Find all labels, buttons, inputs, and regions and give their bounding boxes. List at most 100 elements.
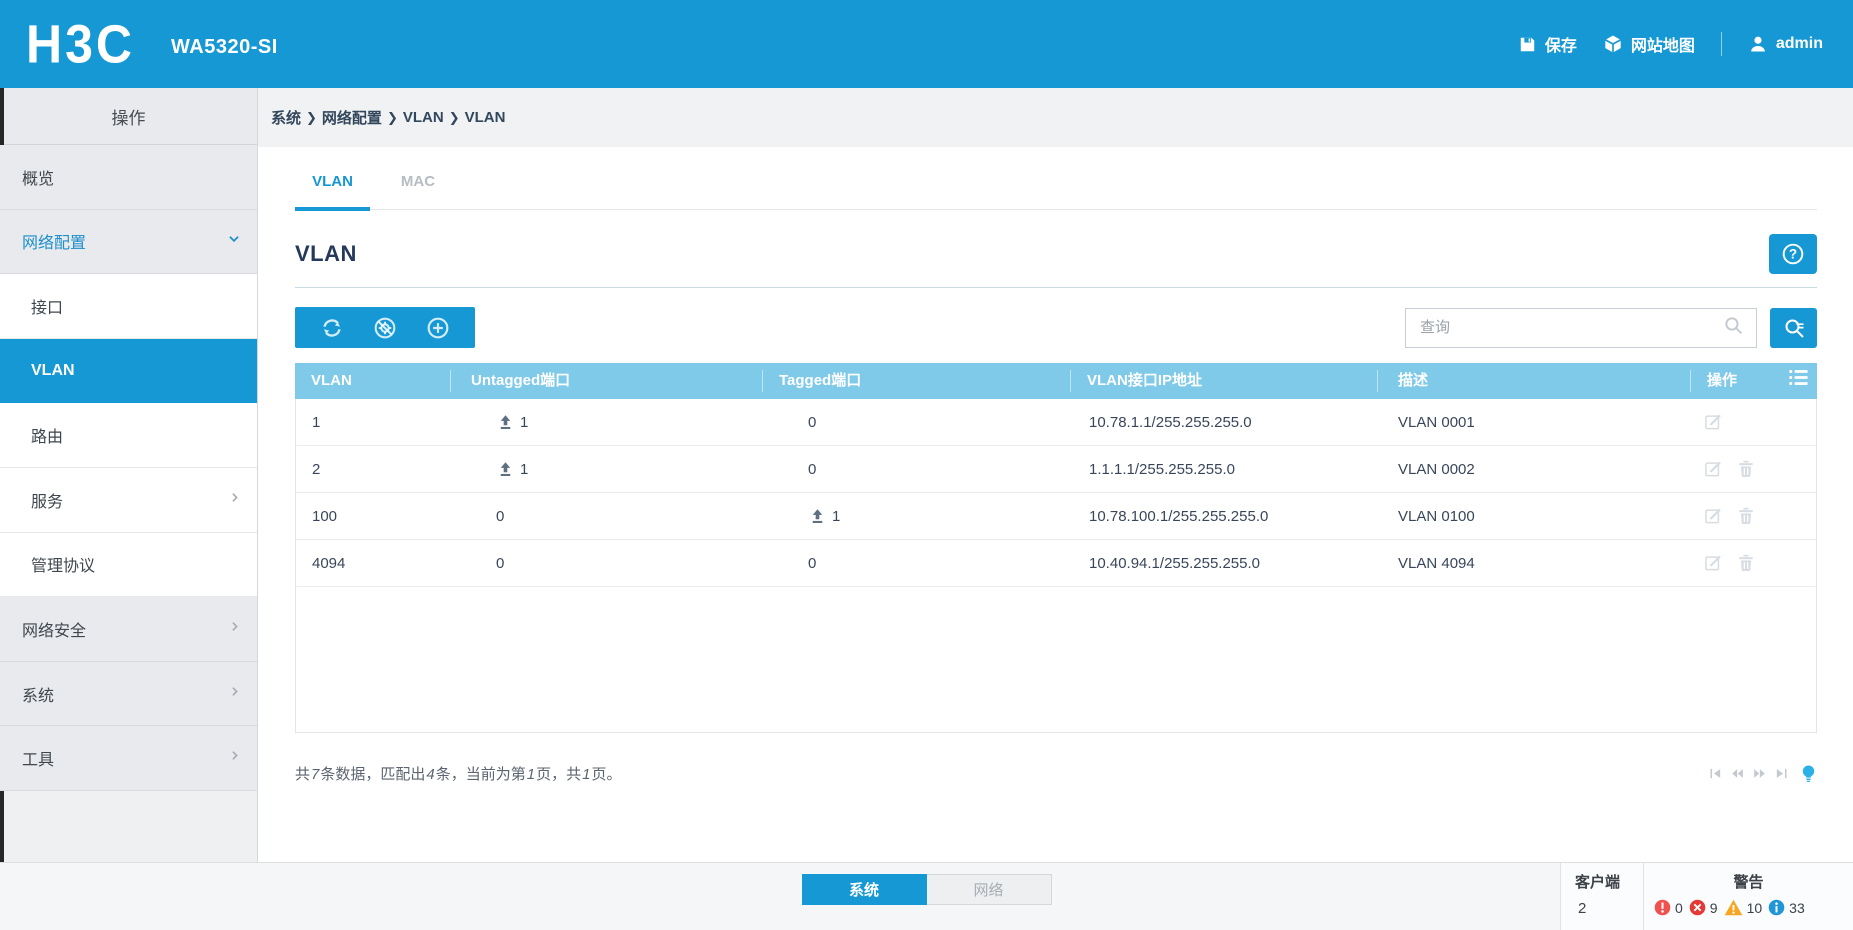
- warning-section[interactable]: 警告 0 9 10 33: [1644, 863, 1853, 930]
- next-page-icon[interactable]: [1752, 766, 1767, 781]
- search-icon[interactable]: [1723, 315, 1744, 341]
- sitemap-button[interactable]: 网站地图: [1603, 32, 1695, 56]
- breadcrumb-network-config[interactable]: 网络配置: [321, 110, 382, 127]
- title-divider: [295, 287, 1817, 288]
- summary-text: 页。: [591, 766, 622, 783]
- client-section[interactable]: 客户端 2: [1561, 863, 1644, 930]
- sidebar-item-network-config[interactable]: 网络配置: [0, 209, 257, 275]
- sidebar-item-tools[interactable]: 工具: [0, 726, 257, 791]
- cell-description: VLAN 0100: [1398, 507, 1475, 525]
- table-row: 1 1 0 10.78.1.1/255.255.255.0 VLAN 0001: [296, 399, 1816, 446]
- tab-mac[interactable]: MAC: [400, 173, 436, 190]
- sidebar-item-overview[interactable]: 概览: [0, 145, 257, 210]
- record-summary: 共7条数据，匹配出4条，当前为第1页，共1页。: [295, 763, 621, 784]
- port-expand-icon[interactable]: [496, 413, 515, 432]
- critical-alert[interactable]: 0: [1654, 899, 1683, 916]
- save-button[interactable]: 保存: [1518, 32, 1577, 56]
- column-settings-icon[interactable]: [1788, 368, 1809, 394]
- untagged-count: 0: [496, 554, 505, 572]
- critical-icon: [1654, 899, 1671, 916]
- info-icon: [1768, 899, 1785, 916]
- edit-icon[interactable]: [1703, 506, 1723, 526]
- help-button[interactable]: ?: [1769, 234, 1817, 274]
- summary-text: 条，当前为第: [435, 766, 526, 783]
- warning-label: 警告: [1733, 874, 1764, 891]
- view-mode-toggle: 系统 网络: [801, 874, 1052, 905]
- bulk-disable-button[interactable]: [372, 315, 398, 341]
- port-expand-icon[interactable]: [808, 507, 827, 526]
- svg-text:?: ?: [1789, 247, 1797, 262]
- untagged-count: 1: [520, 413, 529, 431]
- prev-page-icon[interactable]: [1730, 766, 1745, 781]
- status-panel: 客户端 2 警告 0 9 10 33: [1560, 863, 1853, 930]
- cell-untagged-ports: 1: [451, 413, 763, 432]
- breadcrumb-system[interactable]: 系统: [271, 110, 302, 127]
- summary-text: 条数据，匹配出: [320, 766, 426, 783]
- cell-tagged-ports: 0: [763, 414, 1071, 431]
- help-icon: ?: [1782, 243, 1804, 265]
- table-row: 100 0 1 10.78.100.1/255.255.255.0 VLAN 0…: [296, 493, 1816, 540]
- sidebar-item-label: VLAN: [31, 362, 75, 380]
- breadcrumb: 系统 ❯ 网络配置 ❯ VLAN ❯ VLAN: [258, 88, 1853, 147]
- sidebar-item-vlan[interactable]: VLAN: [0, 338, 257, 404]
- device-name: WA5320-SI: [171, 35, 278, 58]
- search-area: [1405, 307, 1817, 348]
- cell-vlan-id: 4094: [312, 554, 346, 572]
- chevron-right-icon: [228, 685, 241, 703]
- auto-refresh-bulb-icon[interactable]: [1800, 764, 1817, 784]
- first-page-icon[interactable]: [1708, 766, 1723, 781]
- sidebar-item-label: 网络配置: [22, 235, 87, 253]
- sidebar-item-label: 管理协议: [31, 558, 96, 576]
- edit-icon[interactable]: [1703, 459, 1723, 479]
- col-header-tagged: Tagged端口: [762, 370, 1070, 392]
- col-header-untagged: Untagged端口: [450, 370, 762, 392]
- sidebar-item-network-security[interactable]: 网络安全: [0, 597, 257, 662]
- port-expand-icon[interactable]: [496, 460, 515, 479]
- delete-icon[interactable]: [1736, 459, 1756, 479]
- search-input[interactable]: [1420, 319, 1723, 336]
- topbar-actions: 保存 网站地图 admin: [1518, 32, 1823, 56]
- table-row: 4094 0 0 10.40.94.1/255.255.255.0 VLAN 4…: [296, 540, 1816, 587]
- chevron-right-icon: [228, 620, 241, 638]
- topbar-divider: [1720, 32, 1722, 56]
- chevron-right-icon: [228, 491, 241, 509]
- info-count: 33: [1789, 899, 1805, 916]
- sidebar-item-service[interactable]: 服务: [0, 467, 257, 533]
- pagination: [1708, 764, 1817, 784]
- refresh-button[interactable]: [319, 315, 345, 341]
- sidebar-item-label: 系统: [22, 687, 55, 705]
- cell-tagged-ports: 0: [763, 461, 1071, 478]
- cell-tagged-ports: 0: [763, 555, 1071, 572]
- mode-system-button[interactable]: 系统: [801, 874, 927, 905]
- sidebar-item-interface[interactable]: 接口: [0, 274, 257, 339]
- edit-icon[interactable]: [1703, 412, 1723, 432]
- error-alert[interactable]: 9: [1689, 899, 1718, 916]
- mode-network-button[interactable]: 网络: [926, 874, 1052, 905]
- col-header-actions: 操作: [1690, 368, 1817, 394]
- user-menu[interactable]: admin: [1748, 34, 1823, 54]
- last-page-icon[interactable]: [1774, 766, 1789, 781]
- sidebar: 操作 概览 网络配置 接口 VLAN 路由 服务 管理协议: [0, 88, 258, 862]
- delete-icon[interactable]: [1736, 506, 1756, 526]
- sidebar-item-route[interactable]: 路由: [0, 403, 257, 468]
- chevron-down-icon: [227, 232, 241, 251]
- main-layout: 操作 概览 网络配置 接口 VLAN 路由 服务 管理协议: [0, 88, 1853, 862]
- search-field: [1405, 307, 1757, 348]
- advanced-search-button[interactable]: [1770, 307, 1817, 348]
- breadcrumb-separator: ❯: [306, 109, 317, 125]
- delete-icon[interactable]: [1736, 553, 1756, 573]
- tab-vlan[interactable]: VLAN: [295, 173, 370, 211]
- main-panel: 系统 ❯ 网络配置 ❯ VLAN ❯ VLAN VLAN MAC VLAN ?: [258, 88, 1853, 862]
- breadcrumb-vlan-page[interactable]: VLAN: [464, 109, 506, 126]
- chevron-right-icon: [228, 749, 241, 767]
- top-bar: H3C WA5320-SI 保存 网站地图 admin: [0, 0, 1853, 88]
- col-header-vlan: VLAN: [311, 372, 352, 389]
- info-alert[interactable]: 33: [1768, 899, 1805, 916]
- add-vlan-button[interactable]: [425, 315, 451, 341]
- breadcrumb-vlan[interactable]: VLAN: [402, 109, 444, 126]
- error-icon: [1689, 899, 1706, 916]
- edit-icon[interactable]: [1703, 553, 1723, 573]
- warning-alert[interactable]: 10: [1724, 899, 1762, 916]
- sidebar-item-mgmt-protocol[interactable]: 管理协议: [0, 532, 257, 598]
- sidebar-item-system[interactable]: 系统: [0, 661, 257, 727]
